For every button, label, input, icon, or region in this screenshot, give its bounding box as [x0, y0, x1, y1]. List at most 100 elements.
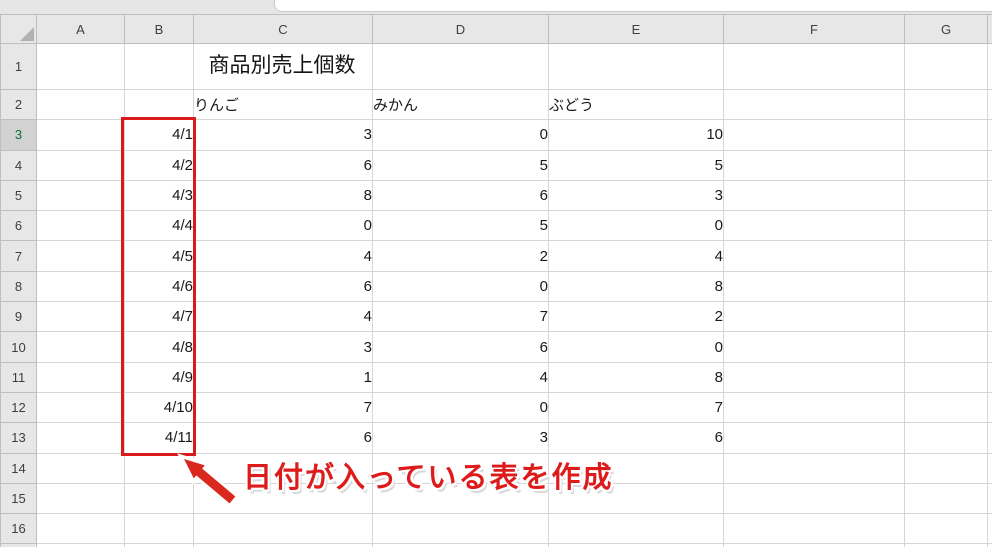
cell-E14[interactable]	[548, 452, 724, 484]
cell-B10[interactable]: 4/8	[124, 331, 194, 363]
cell-H5[interactable]	[987, 179, 992, 212]
row-header-8[interactable]: 8	[0, 270, 37, 303]
row-header-15[interactable]: 15	[0, 482, 37, 515]
cell-G16[interactable]	[904, 513, 988, 545]
column-header-partial[interactable]	[987, 14, 992, 44]
row-header-9[interactable]: 9	[0, 301, 37, 333]
cell-F11[interactable]	[723, 361, 905, 393]
cell-B12[interactable]: 4/10	[124, 391, 194, 424]
cell-H11[interactable]	[987, 361, 992, 393]
cell-A9[interactable]	[36, 301, 125, 333]
cell-D14[interactable]	[372, 452, 549, 484]
cell-E6[interactable]: 0	[548, 210, 724, 242]
cell-H8[interactable]	[987, 270, 992, 303]
cell-E5[interactable]: 3	[548, 179, 724, 212]
cell-C2[interactable]: りんご	[193, 88, 373, 121]
cell-A7[interactable]	[36, 240, 125, 272]
cell-E16[interactable]	[548, 513, 724, 545]
cell-D5[interactable]: 6	[372, 179, 549, 212]
column-header-B[interactable]: B	[124, 14, 194, 44]
column-header-A[interactable]: A	[36, 14, 125, 44]
cell-F4[interactable]	[723, 149, 905, 181]
column-header-F[interactable]: F	[723, 14, 905, 44]
row-header-13[interactable]: 13	[0, 422, 37, 454]
row-header-1[interactable]: 1	[0, 43, 37, 90]
cell-H7[interactable]	[987, 240, 992, 272]
cell-D4[interactable]: 5	[372, 149, 549, 181]
column-header-D[interactable]: D	[372, 14, 549, 44]
cell-A11[interactable]	[36, 361, 125, 393]
row-header-2[interactable]: 2	[0, 88, 37, 121]
row-header-11[interactable]: 11	[0, 361, 37, 393]
cell-D11[interactable]: 4	[372, 361, 549, 393]
cell-D7[interactable]: 2	[372, 240, 549, 272]
cell-E10[interactable]: 0	[548, 331, 724, 363]
cell-B15[interactable]	[124, 482, 194, 515]
cell-G13[interactable]	[904, 422, 988, 454]
cell-G1[interactable]	[904, 43, 988, 90]
cell-C1[interactable]	[193, 43, 373, 90]
cell-A15[interactable]	[36, 482, 125, 515]
cell-F16[interactable]	[723, 513, 905, 545]
cell-E2[interactable]: ぶどう	[548, 88, 724, 121]
cell-A13[interactable]	[36, 422, 125, 454]
cell-G4[interactable]	[904, 149, 988, 181]
cell-B4[interactable]: 4/2	[124, 149, 194, 181]
cell-H10[interactable]	[987, 331, 992, 363]
row-header-5[interactable]: 5	[0, 179, 37, 212]
cell-G2[interactable]	[904, 88, 988, 121]
row-header-14[interactable]: 14	[0, 452, 37, 484]
cell-A10[interactable]	[36, 331, 125, 363]
cell-D12[interactable]: 0	[372, 391, 549, 424]
cell-E1[interactable]	[548, 43, 724, 90]
cell-E15[interactable]	[548, 482, 724, 515]
row-header-3[interactable]: 3	[0, 119, 37, 151]
cell-C3[interactable]: 3	[193, 119, 373, 151]
row-header-10[interactable]: 10	[0, 331, 37, 363]
cell-B7[interactable]: 4/5	[124, 240, 194, 272]
cell-B5[interactable]: 4/3	[124, 179, 194, 212]
cell-H4[interactable]	[987, 149, 992, 181]
cell-C10[interactable]: 3	[193, 331, 373, 363]
select-all-corner[interactable]	[0, 14, 37, 44]
cell-E9[interactable]: 2	[548, 301, 724, 333]
cell-H9[interactable]	[987, 301, 992, 333]
cell-F3[interactable]	[723, 119, 905, 151]
cell-H6[interactable]	[987, 210, 992, 242]
cell-A14[interactable]	[36, 452, 125, 484]
cell-E11[interactable]: 8	[548, 361, 724, 393]
cell-C14[interactable]	[193, 452, 373, 484]
cell-E8[interactable]: 8	[548, 270, 724, 303]
cell-G15[interactable]	[904, 482, 988, 515]
cell-H12[interactable]	[987, 391, 992, 424]
cell-G14[interactable]	[904, 452, 988, 484]
cell-C6[interactable]: 0	[193, 210, 373, 242]
cell-C5[interactable]: 8	[193, 179, 373, 212]
cell-E12[interactable]: 7	[548, 391, 724, 424]
cell-F10[interactable]	[723, 331, 905, 363]
cell-F8[interactable]	[723, 270, 905, 303]
cell-A8[interactable]	[36, 270, 125, 303]
column-header-C[interactable]: C	[193, 14, 373, 44]
cell-G10[interactable]	[904, 331, 988, 363]
cell-G7[interactable]	[904, 240, 988, 272]
cell-G5[interactable]	[904, 179, 988, 212]
cell-B3[interactable]: 4/1	[124, 119, 194, 151]
cell-F5[interactable]	[723, 179, 905, 212]
cell-G9[interactable]	[904, 301, 988, 333]
cell-B11[interactable]: 4/9	[124, 361, 194, 393]
cell-B13[interactable]: 4/11	[124, 422, 194, 454]
cell-H14[interactable]	[987, 452, 992, 484]
cell-A16[interactable]	[36, 513, 125, 545]
cell-F1[interactable]	[723, 43, 905, 90]
cell-B9[interactable]: 4/7	[124, 301, 194, 333]
cell-D16[interactable]	[372, 513, 549, 545]
formula-bar-input[interactable]	[274, 0, 992, 12]
cell-A6[interactable]	[36, 210, 125, 242]
cell-E7[interactable]: 4	[548, 240, 724, 272]
cell-B2[interactable]	[124, 88, 194, 121]
cell-D10[interactable]: 6	[372, 331, 549, 363]
cell-F2[interactable]	[723, 88, 905, 121]
cell-A4[interactable]	[36, 149, 125, 181]
cell-H16[interactable]	[987, 513, 992, 545]
